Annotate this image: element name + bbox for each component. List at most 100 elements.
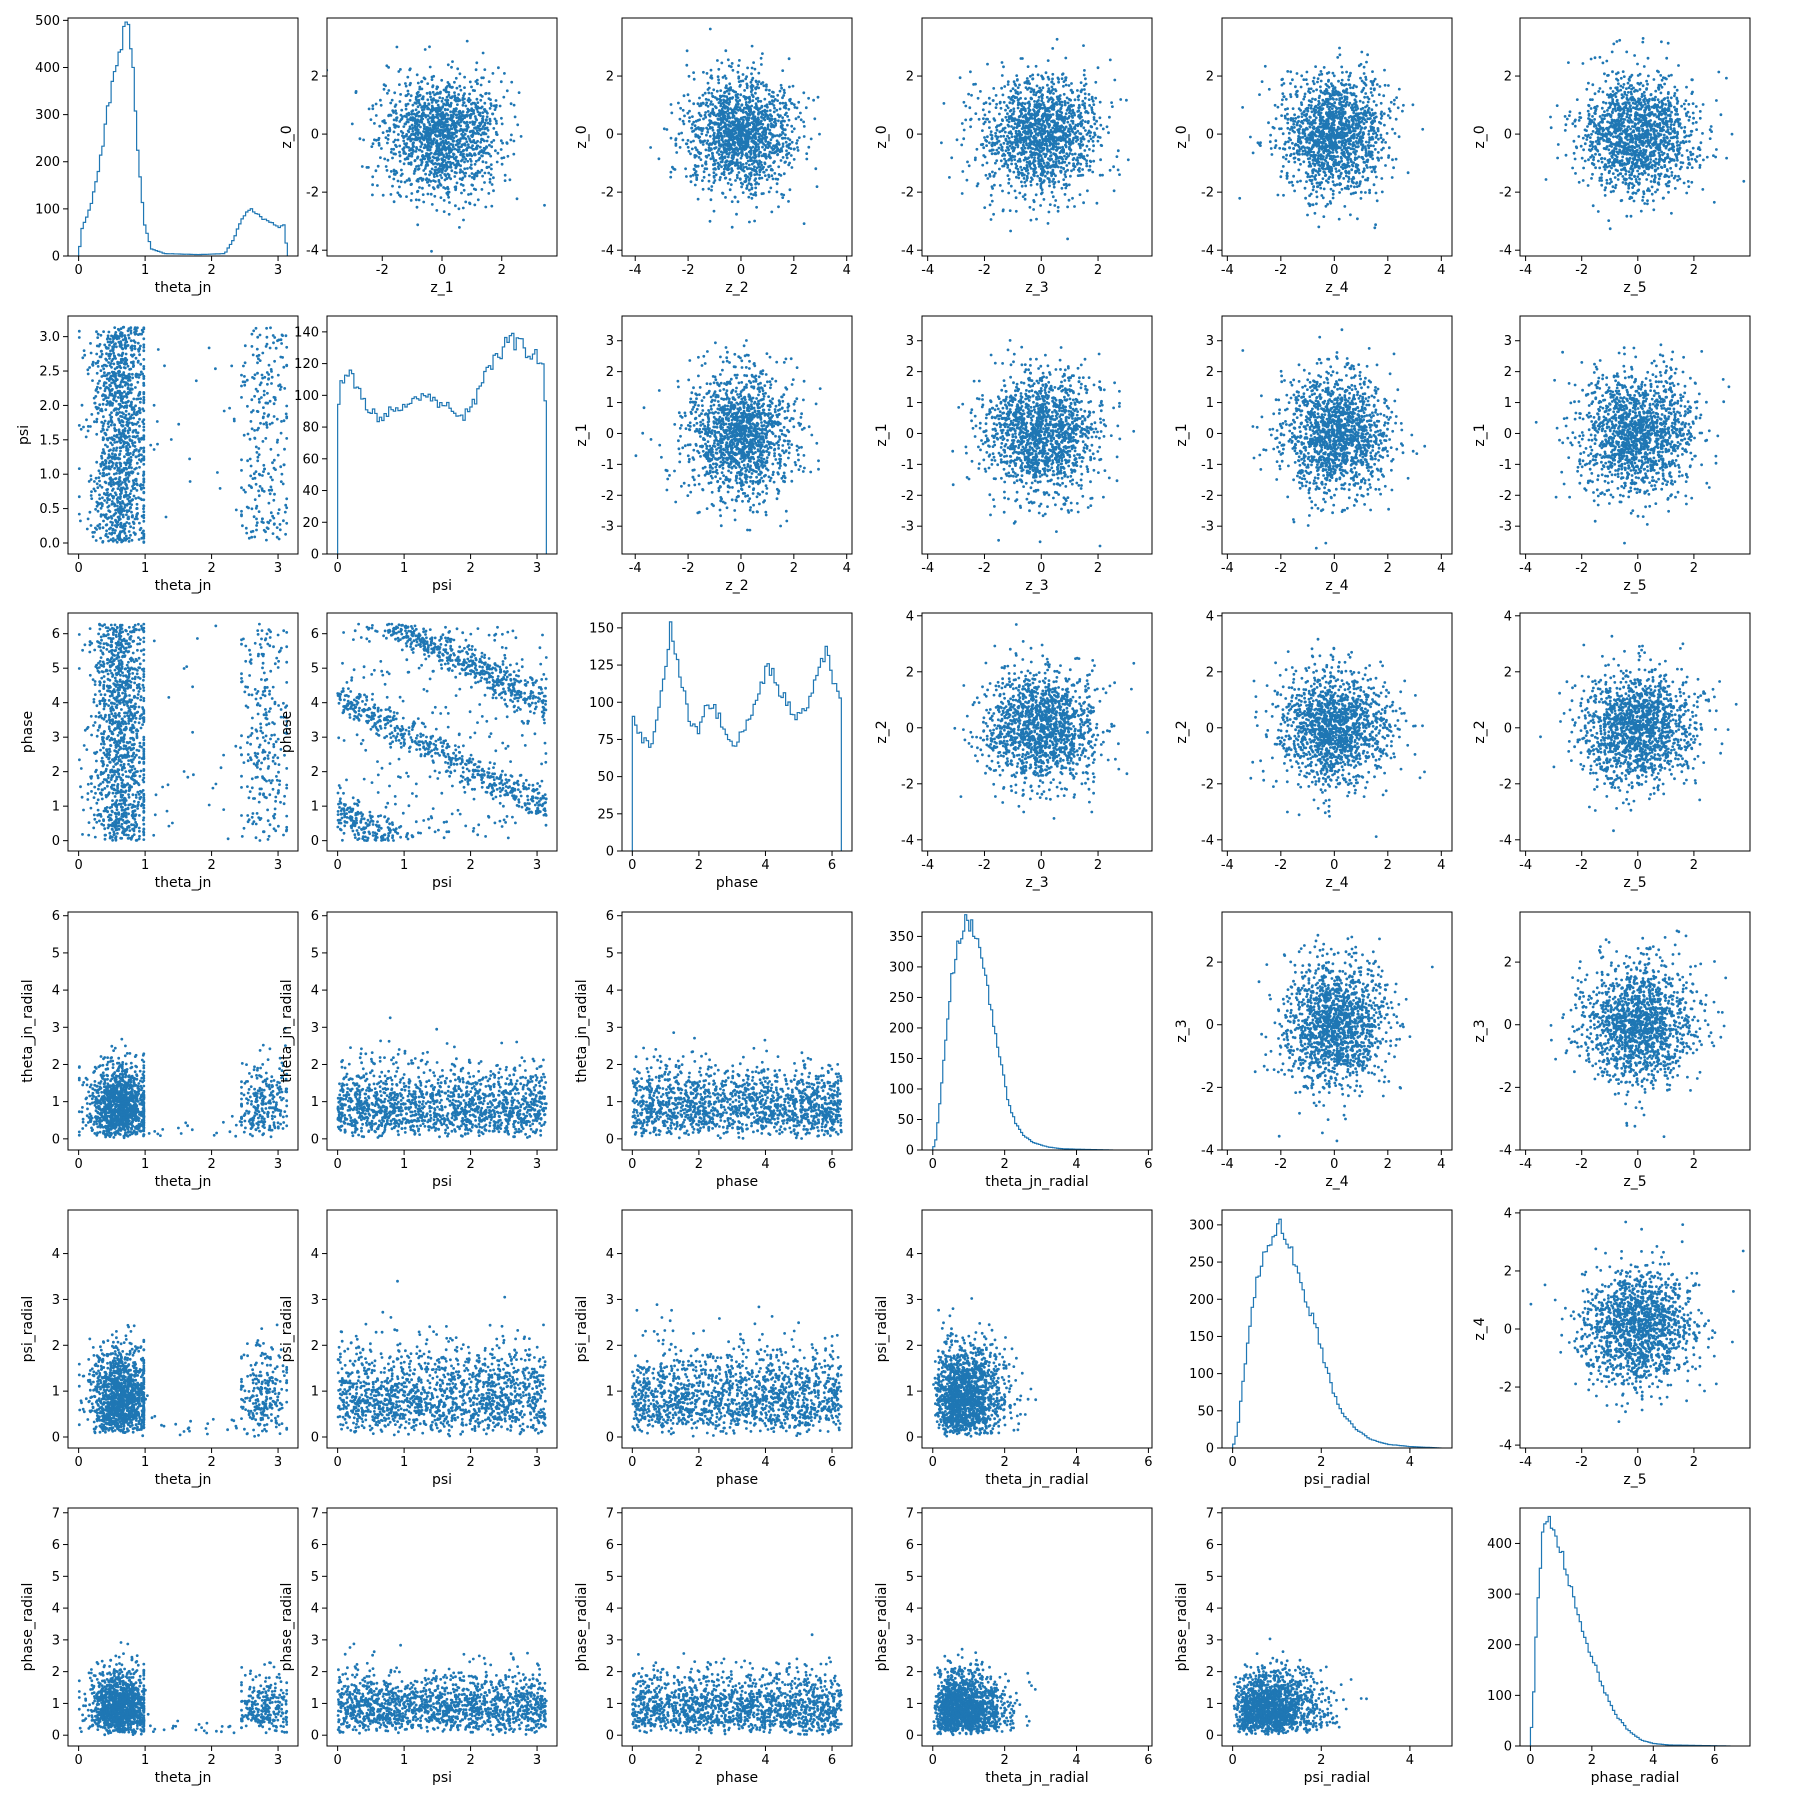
scatter-point <box>379 103 383 107</box>
scatter-point <box>669 175 673 179</box>
scatter-point <box>1064 132 1068 135</box>
scatter-point <box>689 140 693 144</box>
scatter-point <box>439 173 442 177</box>
scatter-point <box>1039 173 1043 177</box>
scatter-point <box>408 99 412 102</box>
scatter-point <box>406 157 410 161</box>
scatter-point <box>1068 152 1072 155</box>
scatter-point <box>790 166 794 169</box>
scatter-point <box>723 74 727 78</box>
scatter-point <box>815 185 819 189</box>
scatter-point <box>453 108 457 112</box>
scatter-point <box>489 163 493 167</box>
scatter-point <box>779 159 783 162</box>
scatter-point <box>779 121 783 125</box>
scatter-point <box>1033 174 1036 178</box>
scatter-point <box>1033 100 1036 103</box>
scatter-point <box>760 192 764 196</box>
scatter-point <box>730 156 734 160</box>
scatter-point <box>758 137 762 141</box>
scatter-point <box>1013 82 1017 86</box>
scatter-point <box>473 89 476 92</box>
scatter-point <box>1039 204 1042 207</box>
scatter-point <box>1041 122 1044 126</box>
scatter-point <box>1020 104 1024 108</box>
scatter-point <box>412 141 415 145</box>
x-tick-label: -2 <box>978 263 991 278</box>
scatter-point <box>1274 117 1278 121</box>
scatter-point <box>1022 119 1025 123</box>
scatter-point <box>721 158 724 161</box>
scatter-point <box>734 98 738 102</box>
scatter-point <box>485 139 489 143</box>
scatter-point <box>456 159 460 163</box>
scatter-point <box>717 81 721 85</box>
scatter-point <box>730 146 733 150</box>
scatter-point <box>766 140 770 144</box>
scatter-point <box>763 161 767 165</box>
scatter-point <box>1315 202 1318 206</box>
scatter-point <box>446 108 450 111</box>
scatter-point <box>415 205 419 209</box>
scatter-point <box>983 206 987 210</box>
scatter-point <box>704 162 708 166</box>
x-axis-label: z_3 <box>1025 280 1048 296</box>
scatter-point <box>763 110 767 114</box>
scatter-point <box>489 154 493 158</box>
scatter-point <box>750 93 754 96</box>
scatter-point <box>1000 74 1004 77</box>
scatter-point <box>802 135 806 138</box>
scatter-point <box>1317 225 1321 229</box>
scatter-point <box>751 156 755 159</box>
scatter-point <box>371 107 375 111</box>
scatter-point <box>392 118 396 122</box>
scatter-point <box>968 106 972 110</box>
scatter-point <box>760 176 764 180</box>
scatter-point <box>988 174 992 178</box>
scatter-point <box>985 161 989 165</box>
scatter-point <box>448 134 451 138</box>
scatter-point <box>757 182 760 186</box>
scatter-point <box>405 134 408 138</box>
scatter-point <box>1383 83 1387 87</box>
scatter-point <box>1040 99 1044 103</box>
scatter-point <box>512 139 516 143</box>
scatter-point <box>470 176 474 179</box>
scatter-point <box>422 123 426 126</box>
scatter-point <box>1025 169 1028 173</box>
scatter-point <box>1012 126 1016 129</box>
scatter-point <box>399 68 402 71</box>
scatter-point <box>1064 175 1068 179</box>
scatter-point <box>463 167 467 171</box>
scatter-point <box>746 175 750 179</box>
scatter-point <box>733 132 737 135</box>
scatter-point <box>440 78 444 82</box>
scatter-point <box>1037 158 1041 162</box>
scatter-point <box>783 128 787 132</box>
scatter-point <box>432 108 436 111</box>
scatter-point <box>991 99 995 102</box>
scatter-point <box>458 109 462 113</box>
x-tick-label: -2 <box>682 263 695 278</box>
scatter-point <box>722 170 726 174</box>
scatter-point <box>452 139 455 143</box>
scatter-point <box>1039 154 1043 158</box>
scatter-point <box>457 148 461 151</box>
scatter-point <box>392 123 396 126</box>
scatter-point <box>450 119 454 123</box>
scatter-point <box>1020 184 1024 188</box>
scatter-point <box>1284 108 1287 111</box>
scatter-point <box>694 174 698 177</box>
scatter-point <box>999 135 1003 138</box>
scatter-point <box>519 135 523 138</box>
scatter-point <box>780 192 783 196</box>
scatter-point <box>1391 127 1394 131</box>
scatter-point <box>728 188 732 192</box>
scatter-point <box>410 192 414 195</box>
scatter-point <box>782 88 786 92</box>
scatter-point <box>755 205 758 209</box>
scatter-point <box>1070 88 1073 92</box>
scatter-point <box>490 145 494 149</box>
scatter-point <box>706 81 710 85</box>
scatter-point <box>1028 205 1032 209</box>
